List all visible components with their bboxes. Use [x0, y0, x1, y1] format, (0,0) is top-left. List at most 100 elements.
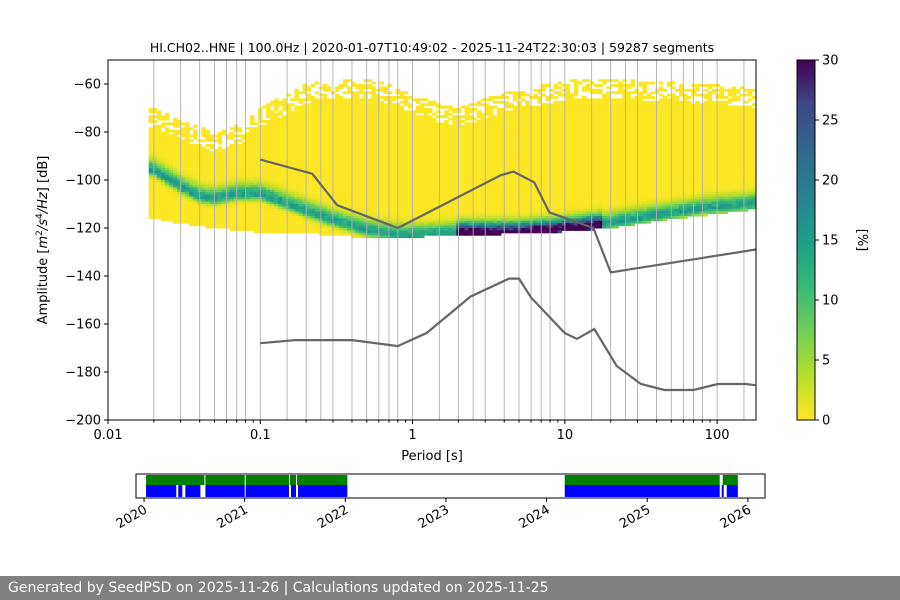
histogram-cell [529, 182, 534, 186]
histogram-cell [387, 100, 393, 104]
histogram-cell [351, 175, 356, 179]
histogram-cell [278, 216, 283, 219]
histogram-cell [290, 204, 295, 207]
histogram-cell [448, 117, 453, 121]
histogram-cell [172, 124, 178, 128]
histogram-cell [152, 144, 158, 147]
histogram-cell [270, 184, 275, 188]
histogram-cell [464, 208, 470, 212]
histogram-cell [286, 230, 291, 234]
histogram-cell [525, 105, 530, 109]
histogram-cell [201, 148, 206, 152]
histogram-cell [379, 196, 385, 200]
histogram-cell [500, 199, 506, 203]
histogram-cell [399, 168, 405, 171]
histogram-cell [415, 196, 421, 200]
histogram-cell [209, 182, 214, 186]
histogram-cell [468, 220, 474, 224]
histogram-cell [274, 165, 279, 169]
histogram-cell [460, 156, 465, 159]
histogram-cell [484, 163, 490, 167]
histogram-cell [379, 201, 385, 205]
histogram-cell [407, 230, 413, 234]
histogram-cell [181, 206, 186, 210]
histogram-cell [411, 158, 417, 162]
histogram-cell [415, 172, 421, 176]
histogram-cell [233, 168, 239, 171]
histogram-cell [338, 151, 344, 155]
histogram-cell [217, 218, 223, 222]
histogram-cell [205, 184, 210, 188]
histogram-cell [164, 194, 170, 198]
histogram-cell [492, 192, 498, 195]
histogram-cell [290, 134, 295, 138]
histogram-cell [529, 144, 534, 147]
histogram-cell [537, 127, 542, 131]
histogram-cell [237, 182, 243, 186]
histogram-cell [387, 91, 393, 95]
histogram-cell [274, 122, 279, 126]
histogram-cell [270, 211, 275, 215]
histogram-cell [500, 218, 506, 222]
histogram-cell [351, 112, 356, 116]
histogram-cell [241, 153, 247, 157]
histogram-cell [359, 175, 364, 179]
histogram-cell [492, 180, 498, 183]
histogram-cell [282, 139, 287, 143]
histogram-cell [399, 175, 405, 179]
histogram-cell [367, 220, 372, 224]
histogram-cell [355, 151, 360, 155]
histogram-cell [225, 156, 231, 159]
histogram-cell [181, 201, 186, 205]
histogram-cell [399, 115, 405, 119]
histogram-cell [484, 201, 490, 205]
histogram-cell [253, 148, 259, 152]
histogram-cell [500, 180, 506, 183]
histogram-cell [399, 122, 405, 126]
histogram-cell [500, 122, 506, 126]
histogram-cell [347, 168, 352, 171]
histogram-cell [310, 112, 316, 116]
histogram-cell [355, 218, 360, 222]
histogram-cell [201, 218, 206, 222]
histogram-cell [379, 122, 385, 126]
histogram-cell [209, 189, 214, 193]
histogram-cell [419, 108, 425, 111]
histogram-cell [363, 160, 368, 164]
histogram-cell [492, 204, 498, 207]
histogram-cell [266, 129, 271, 133]
histogram-cell [509, 115, 514, 119]
histogram-cell [302, 91, 308, 95]
histogram-cell [189, 216, 194, 219]
histogram-cell [383, 192, 389, 195]
histogram-cell [201, 180, 206, 183]
histogram-cell [428, 122, 433, 126]
histogram-cell [379, 96, 385, 99]
histogram-cell [282, 100, 287, 104]
histogram-cell [387, 232, 393, 236]
histogram-cell [249, 182, 255, 186]
histogram-cell [282, 189, 287, 193]
histogram-cell [213, 182, 219, 186]
histogram-cell [347, 170, 352, 174]
histogram-cell [322, 225, 328, 229]
histogram-cell [168, 180, 174, 183]
histogram-cell [403, 213, 409, 217]
histogram-cell [440, 199, 445, 203]
histogram-cell [411, 228, 417, 231]
histogram-cell [387, 122, 393, 126]
histogram-cell [383, 208, 389, 212]
histogram-cell [156, 129, 162, 133]
histogram-cell [229, 213, 235, 217]
histogram-cell [302, 108, 308, 111]
histogram-cell [189, 192, 194, 195]
histogram-cell [229, 225, 235, 229]
histogram-cell [286, 206, 291, 210]
histogram-cell [314, 206, 320, 210]
histogram-cell [500, 160, 506, 164]
histogram-cell [266, 127, 271, 131]
histogram-cell [262, 163, 267, 167]
histogram-cell [492, 223, 498, 227]
histogram-cell [375, 172, 380, 176]
histogram-cell [233, 208, 239, 212]
